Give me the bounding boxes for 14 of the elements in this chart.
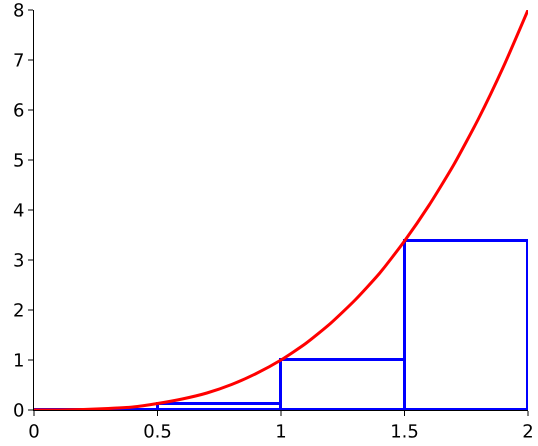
x-tick-label: 2 [522,422,534,443]
y-tick-label: 8 [12,0,24,22]
x-tick-label: 0.5 [143,422,172,443]
y-tick-label: 2 [12,300,24,322]
y-tick-label: 4 [12,200,24,222]
x-tick-label: 0 [28,422,40,443]
y-tick-label: 7 [12,50,24,72]
y-tick-label: 1 [12,350,24,372]
x-tick-label: 1 [275,422,287,443]
y-tick-label: 0 [12,400,24,422]
y-tick-label: 6 [12,100,24,122]
x-tick-label: 1.5 [390,422,419,443]
y-tick-label: 5 [12,150,24,172]
y-tick-label: 3 [12,250,24,272]
